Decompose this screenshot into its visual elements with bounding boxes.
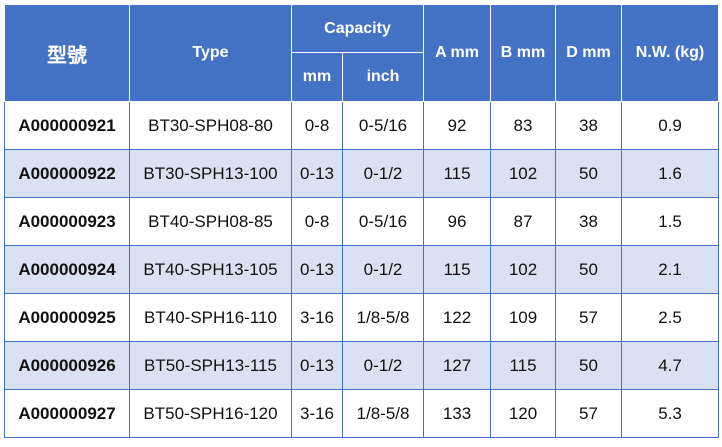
table-row: A000000924 BT40-SPH13-105 0-13 0-1/2 115 102 5…	[4, 245, 720, 294]
cell-d-mm: 57	[555, 389, 623, 438]
cell-a-mm: 115	[423, 149, 492, 198]
cell-type: BT40-SPH16-110	[129, 293, 292, 342]
table-row: A000000923 BT40-SPH08-85 0-8 0-5/16 96 87 38 1.…	[4, 197, 720, 246]
cell-d-mm: 50	[555, 341, 623, 390]
cell-d-mm: 50	[555, 245, 623, 294]
cell-type: BT40-SPH13-105	[129, 245, 292, 294]
cell-b-mm: 83	[490, 101, 557, 150]
header-capacity: Capacity	[290, 4, 425, 53]
cell-type: BT40-SPH08-85	[129, 197, 292, 246]
cell-a-mm: 96	[423, 197, 492, 246]
cell-net-weight: 0.9	[621, 101, 720, 150]
cell-capacity-mm: 0-13	[291, 245, 343, 294]
cell-net-weight: 2.5	[621, 293, 720, 342]
cell-b-mm: 109	[490, 293, 557, 342]
cell-a-mm: 127	[423, 341, 492, 390]
cell-a-mm: 133	[423, 389, 492, 438]
header-net-weight: N.W. (kg)	[621, 4, 720, 102]
table-row: A000000927 BT50-SPH16-120 3-16 1/8-5/8 133 12…	[4, 389, 720, 438]
cell-model: A000000927	[4, 389, 130, 438]
cell-a-mm: 122	[423, 293, 492, 342]
header-a-mm: A mm	[423, 4, 492, 102]
cell-b-mm: 120	[490, 389, 557, 438]
cell-model: A000000921	[4, 101, 130, 150]
cell-d-mm: 38	[555, 101, 623, 150]
cell-type: BT30-SPH13-100	[129, 149, 292, 198]
cell-type: BT50-SPH13-115	[129, 341, 292, 390]
cell-b-mm: 115	[490, 341, 557, 390]
table-row: A000000926 BT50-SPH13-115 0-13 0-1/2 127 115 5…	[4, 341, 720, 390]
cell-model: A000000924	[4, 245, 130, 294]
cell-capacity-mm: 3-16	[291, 293, 343, 342]
header-type: Type	[129, 4, 292, 102]
cell-type: BT30-SPH08-80	[129, 101, 292, 150]
cell-d-mm: 50	[555, 149, 623, 198]
header-b-mm: B mm	[490, 4, 557, 102]
cell-capacity-inch: 1/8-5/8	[341, 293, 425, 342]
table-row: A000000925 BT40-SPH16-110 3-16 1/8-5/8 122 10…	[4, 293, 720, 342]
cell-capacity-inch: 0-5/16	[341, 101, 425, 150]
cell-capacity-inch: 1/8-5/8	[341, 389, 425, 438]
cell-net-weight: 1.6	[621, 149, 720, 198]
cell-net-weight: 1.5	[621, 197, 720, 246]
cell-model: A000000926	[4, 341, 130, 390]
cell-capacity-mm: 0-8	[291, 197, 343, 246]
header-model: 型號	[4, 4, 130, 102]
cell-capacity-inch: 0-1/2	[341, 245, 425, 294]
cell-b-mm: 87	[490, 197, 557, 246]
cell-capacity-mm: 0-8	[291, 101, 343, 150]
cell-model: A000000922	[4, 149, 130, 198]
cell-d-mm: 57	[555, 293, 623, 342]
cell-b-mm: 102	[490, 149, 557, 198]
cell-capacity-mm: 0-13	[291, 341, 343, 390]
cell-model: A000000925	[4, 293, 130, 342]
table-body: A000000921 BT30-SPH08-80 0-8 0-5/16 92 83 38 0.…	[4, 101, 720, 438]
spec-table: 型號 Type Capacity A mm B mm D mm N.W. (kg…	[4, 4, 720, 438]
cell-a-mm: 92	[423, 101, 492, 150]
cell-net-weight: 5.3	[621, 389, 720, 438]
cell-capacity-inch: 0-5/16	[341, 197, 425, 246]
table-row: A000000922 BT30-SPH13-100 0-13 0-1/2 115 102 5…	[4, 149, 720, 198]
cell-capacity-inch: 0-1/2	[341, 341, 425, 390]
table-header: 型號 Type Capacity A mm B mm D mm N.W. (kg…	[4, 4, 720, 102]
cell-type: BT50-SPH16-120	[129, 389, 292, 438]
cell-b-mm: 102	[490, 245, 557, 294]
header-capacity-mm: mm	[291, 52, 343, 102]
cell-net-weight: 2.1	[621, 245, 720, 294]
table-row: A000000921 BT30-SPH08-80 0-8 0-5/16 92 83 38 0.…	[4, 101, 720, 150]
cell-d-mm: 38	[555, 197, 623, 246]
header-capacity-inch: inch	[341, 52, 425, 102]
cell-capacity-inch: 0-1/2	[341, 149, 425, 198]
cell-net-weight: 4.7	[621, 341, 720, 390]
cell-a-mm: 115	[423, 245, 492, 294]
header-d-mm: D mm	[555, 4, 623, 102]
cell-model: A000000923	[4, 197, 130, 246]
cell-capacity-mm: 0-13	[291, 149, 343, 198]
cell-capacity-mm: 3-16	[291, 389, 343, 438]
